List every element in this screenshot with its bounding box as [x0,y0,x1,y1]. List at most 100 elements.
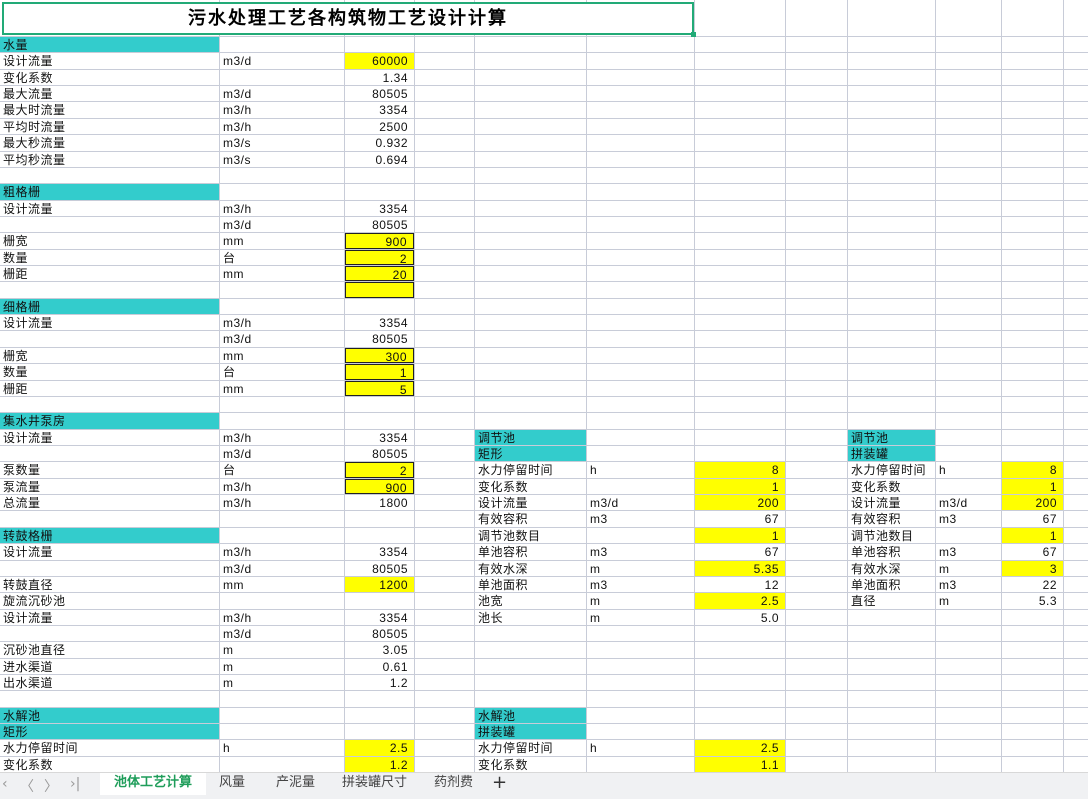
cell[interactable]: 水力停留时间 [3,741,79,755]
cell[interactable]: 最大流量 [3,87,54,101]
cell[interactable]: 设计流量 [3,545,54,559]
cell[interactable]: m3/h [223,202,252,216]
cell[interactable]: h [939,463,947,477]
cell[interactable]: 单池容积 [478,545,529,559]
cell[interactable]: m3/d [590,496,619,510]
cell[interactable]: h [223,741,231,755]
cell[interactable]: m [590,562,601,576]
cell[interactable]: 池宽 [478,594,504,608]
cell[interactable]: m3/s [223,136,252,150]
cell[interactable]: 设计流量 [3,54,54,68]
cell[interactable]: m3/h [223,431,252,445]
cell[interactable]: 沉砂池直径 [3,643,66,657]
cell[interactable]: m3 [939,545,957,559]
cell[interactable]: 80505 [372,332,408,346]
cell[interactable]: 平均秒流量 [3,153,66,167]
cell[interactable]: m [223,676,234,690]
cell[interactable]: 设计流量 [3,316,54,330]
cell[interactable]: 调节池数目 [851,529,914,543]
cell[interactable]: 0.694 [375,153,408,167]
section-header-cell[interactable]: 拼装罐 [848,446,935,461]
input-cell[interactable]: 3 [1002,561,1063,576]
cell[interactable]: m3/d [223,87,252,101]
input-cell[interactable]: 2.5 [695,593,785,609]
cell[interactable]: 80505 [372,218,408,232]
cell[interactable]: m3/d [223,332,252,346]
section-header-cell[interactable]: 细格栅 [0,299,219,314]
next-sheet-icon[interactable]: 〉 [44,779,58,795]
cell[interactable]: m3/d [223,54,252,68]
input-cell[interactable]: 5 [345,381,414,397]
cell[interactable]: 80505 [372,447,408,461]
input-cell[interactable]: 200 [1002,495,1063,510]
input-cell[interactable]: 200 [695,495,785,510]
cell[interactable]: m3/h [223,120,252,134]
cell[interactable]: 0.61 [382,660,408,674]
cell[interactable]: 数量 [3,251,29,265]
cell[interactable]: m3/h [223,611,252,625]
cell[interactable]: m [223,660,234,674]
cell[interactable]: m3/d [223,627,252,641]
input-cell[interactable]: 1 [695,479,785,494]
cell[interactable]: 1.34 [382,71,408,85]
tab-chemical-cost[interactable]: 药剂费 [434,775,474,790]
cell[interactable]: m3/h [223,545,252,559]
cell[interactable]: 池长 [478,611,504,625]
input-cell[interactable]: 1 [345,364,414,380]
cell[interactable]: 最大秒流量 [3,136,66,150]
last-sheet-icon[interactable]: ›| [70,776,81,792]
cell[interactable]: 进水渠道 [3,660,54,674]
cell[interactable]: 67 [1042,545,1057,559]
input-cell[interactable]: 1 [1002,479,1063,494]
cell[interactable]: 水力停留时间 [478,741,554,755]
section-header-cell[interactable]: 矩形 [475,446,586,461]
cell[interactable]: mm [223,234,244,248]
cell[interactable]: 调节池数目 [478,529,541,543]
cell[interactable]: m [590,594,601,608]
cell[interactable]: 栅宽 [3,349,29,363]
cell[interactable]: 22 [1042,578,1057,592]
cell[interactable]: 最大时流量 [3,103,66,117]
cell[interactable]: 设计流量 [3,202,54,216]
section-header-cell[interactable]: 矩形 [0,724,219,739]
cell[interactable]: 12 [764,578,779,592]
cell[interactable]: 67 [764,512,779,526]
cell[interactable]: 0.932 [375,136,408,150]
cell[interactable]: 有效容积 [851,512,902,526]
cell[interactable]: 出水渠道 [3,676,54,690]
section-header-cell[interactable]: 调节池 [848,430,935,445]
input-cell[interactable]: 1200 [345,577,414,592]
cell[interactable]: m3/s [223,153,252,167]
cell[interactable]: 设计流量 [478,496,529,510]
cell[interactable]: 设计流量 [3,431,54,445]
input-cell[interactable]: 20 [345,266,414,282]
cell[interactable]: 2500 [379,120,408,134]
cell[interactable]: 总流量 [3,496,41,510]
add-sheet-button[interactable]: + [492,772,508,793]
cell[interactable]: h [590,741,598,755]
cell[interactable]: h [590,463,598,477]
cell[interactable]: 5.0 [760,611,779,625]
cell[interactable]: 变化系数 [851,480,902,494]
input-cell[interactable]: 1 [695,528,785,543]
cell[interactable]: 旋流沉砂池 [3,594,66,608]
cell[interactable]: 3354 [379,316,408,330]
prev-sheet-icon[interactable]: 〈 [20,779,34,795]
cell[interactable]: 台 [223,463,236,477]
cell[interactable]: m3 [939,578,957,592]
cell[interactable]: 设计流量 [851,496,902,510]
cell[interactable]: m [223,643,234,657]
cell[interactable]: 栅宽 [3,234,29,248]
cell[interactable]: mm [223,382,244,396]
input-cell[interactable]: 2 [345,462,414,478]
cell[interactable]: 5.3 [1038,594,1057,608]
cell[interactable]: 3354 [379,431,408,445]
cell[interactable]: 80505 [372,87,408,101]
cell[interactable]: 67 [764,545,779,559]
cell[interactable]: mm [223,267,244,281]
input-cell[interactable] [345,282,414,298]
cell[interactable]: m3/h [223,316,252,330]
cell[interactable]: 变化系数 [478,758,529,772]
cell[interactable]: m3/d [223,447,252,461]
cell[interactable]: 单池面积 [478,578,529,592]
